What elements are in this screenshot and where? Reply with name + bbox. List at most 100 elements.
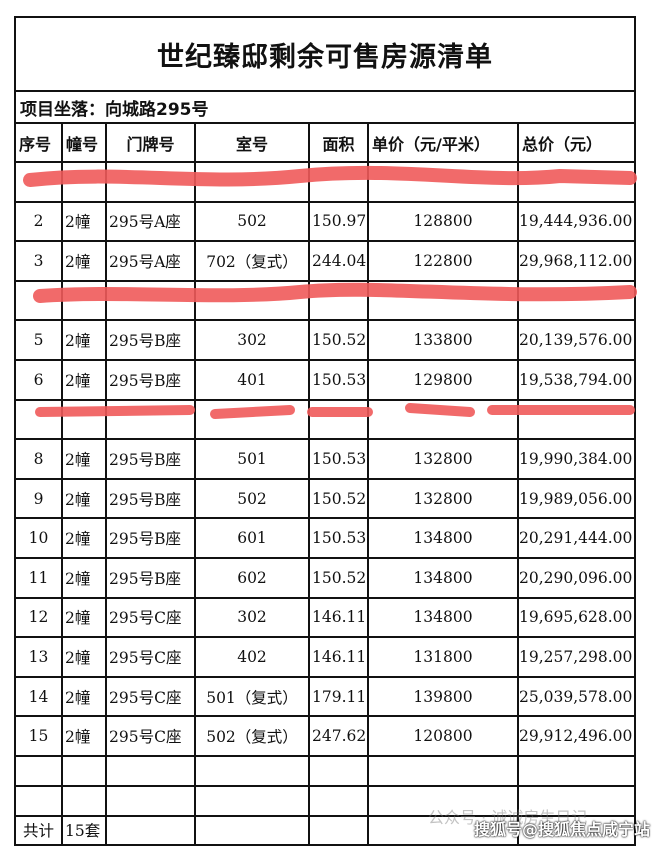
cell-addr: 295号B座 (105, 477, 196, 520)
table-row: 5 2幢 295号B座 302 150.52 133800 20,139,576.00 (16, 319, 634, 361)
empty-cell (16, 754, 63, 787)
empty-cell (308, 784, 369, 817)
table-row: 3 2幢 295号A座 702（复式） 244.04 122800 29,968,112.0… (16, 240, 634, 282)
table-row: 13 2幢 295号C座 402 146.11 131800 19,257,298.00 (16, 636, 634, 678)
cell-no: 10 (16, 517, 63, 559)
empty-cell (194, 814, 310, 846)
empty-cell (517, 784, 634, 817)
cell-area: 150.53 (308, 438, 369, 480)
cell-room: 502（复式） (194, 715, 310, 757)
table-row: 14 2幢 295号C座 501（复式） 179.11 139800 25,039,578.… (16, 675, 634, 718)
header-room: 室号 (194, 124, 310, 163)
cell-price: 122800 (367, 240, 519, 282)
empty-cell (308, 754, 369, 787)
cell-bld: 2幢 (61, 517, 107, 559)
cell-room: 302 (194, 319, 310, 361)
cell-area: 150.53 (308, 517, 369, 559)
header-address: 门牌号 (105, 124, 196, 163)
cell-bld: 2幢 (61, 240, 107, 282)
empty-cell (16, 784, 63, 817)
empty-cell (517, 754, 634, 787)
cell-addr (105, 279, 196, 322)
cell-bld (61, 279, 107, 322)
cell-total (517, 161, 634, 203)
table-row: 10 2幢 295号B座 601 150.53 134800 20,291,444.00 (16, 517, 634, 559)
header-area: 面积 (308, 124, 369, 163)
table-row: 11 2幢 295号B座 602 150.52 134800 20,290,096.00 (16, 556, 634, 599)
cell-addr: 295号B座 (105, 556, 196, 599)
cell-addr (105, 398, 196, 441)
cell-addr: 295号B座 (105, 319, 196, 361)
cell-price (367, 279, 519, 322)
total-count: 15套 (61, 814, 107, 846)
watermark-sohu: 搜狐号@搜狐焦点咸宁站 (474, 820, 651, 839)
cell-room: 602 (194, 556, 310, 599)
empty-cell (367, 754, 519, 787)
cell-bld: 2幢 (61, 200, 107, 243)
cell-area: 247.62 (308, 715, 369, 757)
table-row (16, 279, 634, 322)
cell-area: 150.52 (308, 556, 369, 599)
cell-total: 19,989,056.00 (517, 477, 634, 520)
cell-addr: 295号C座 (105, 596, 196, 639)
cell-bld (61, 161, 107, 203)
cell-total (517, 279, 634, 322)
cell-room: 702（复式） (194, 240, 310, 282)
cell-room (194, 161, 310, 203)
cell-no: 6 (16, 358, 63, 401)
cell-area: 244.04 (308, 240, 369, 282)
cell-total: 29,968,112.00 (517, 240, 634, 282)
cell-no: 5 (16, 319, 63, 361)
empty-cell (105, 754, 196, 787)
cell-total: 19,990,384.00 (517, 438, 634, 480)
cell-price (367, 161, 519, 203)
cell-total: 19,695,628.00 (517, 596, 634, 639)
cell-room: 502 (194, 200, 310, 243)
cell-no: 9 (16, 477, 63, 520)
table-row: 15 2幢 295号C座 502（复式） 247.62 120800 29,912,496.… (16, 715, 634, 757)
cell-bld: 2幢 (61, 596, 107, 639)
cell-price: 131800 (367, 636, 519, 678)
cell-bld: 2幢 (61, 358, 107, 401)
cell-total: 20,290,096.00 (517, 556, 634, 599)
cell-room: 502 (194, 477, 310, 520)
cell-bld: 2幢 (61, 675, 107, 718)
header-row: 序号 幢号 门牌号 室号 面积 单价（元/平米） 总价（元） (16, 124, 634, 163)
table-row: 9 2幢 295号B座 502 150.52 132800 19,989,056.00 (16, 477, 634, 520)
cell-price: 134800 (367, 517, 519, 559)
cell-addr: 295号C座 (105, 636, 196, 678)
empty-cell (367, 814, 519, 846)
table-row: 8 2幢 295号B座 501 150.53 132800 19,990,384.00 (16, 438, 634, 480)
cell-no (16, 279, 63, 322)
cell-price: 128800 (367, 200, 519, 243)
cell-price: 139800 (367, 675, 519, 718)
empty-cell (105, 784, 196, 817)
cell-area (308, 279, 369, 322)
header-total-price: 总价（元） (517, 124, 634, 163)
empty-cell (308, 814, 369, 846)
cell-no: 2 (16, 200, 63, 243)
listing-table: 序号 幢号 门牌号 室号 面积 单价（元/平米） 总价（元） 2 2幢 295号A座… (16, 124, 634, 846)
blank-row (16, 784, 634, 817)
total-row: 共计 15套 (16, 814, 634, 846)
cell-total: 19,257,298.00 (517, 636, 634, 678)
cell-no: 3 (16, 240, 63, 282)
watermark-wechat: 公众号 · 诚诚房生日记 (428, 808, 588, 827)
table-row (16, 161, 634, 203)
cell-addr: 295号B座 (105, 517, 196, 559)
cell-room (194, 398, 310, 441)
cell-room: 601 (194, 517, 310, 559)
cell-room: 302 (194, 596, 310, 639)
cell-price: 132800 (367, 477, 519, 520)
header-no: 序号 (16, 124, 63, 163)
cell-price: 132800 (367, 438, 519, 480)
table-row: 6 2幢 295号B座 401 150.53 129800 19,538,794.00 (16, 358, 634, 401)
header-building: 幢号 (61, 124, 107, 163)
header-unit-price: 单价（元/平米） (367, 124, 519, 163)
cell-addr (105, 161, 196, 203)
cell-room: 402 (194, 636, 310, 678)
cell-no (16, 161, 63, 203)
cell-bld: 2幢 (61, 319, 107, 361)
cell-no: 11 (16, 556, 63, 599)
cell-price (367, 398, 519, 441)
